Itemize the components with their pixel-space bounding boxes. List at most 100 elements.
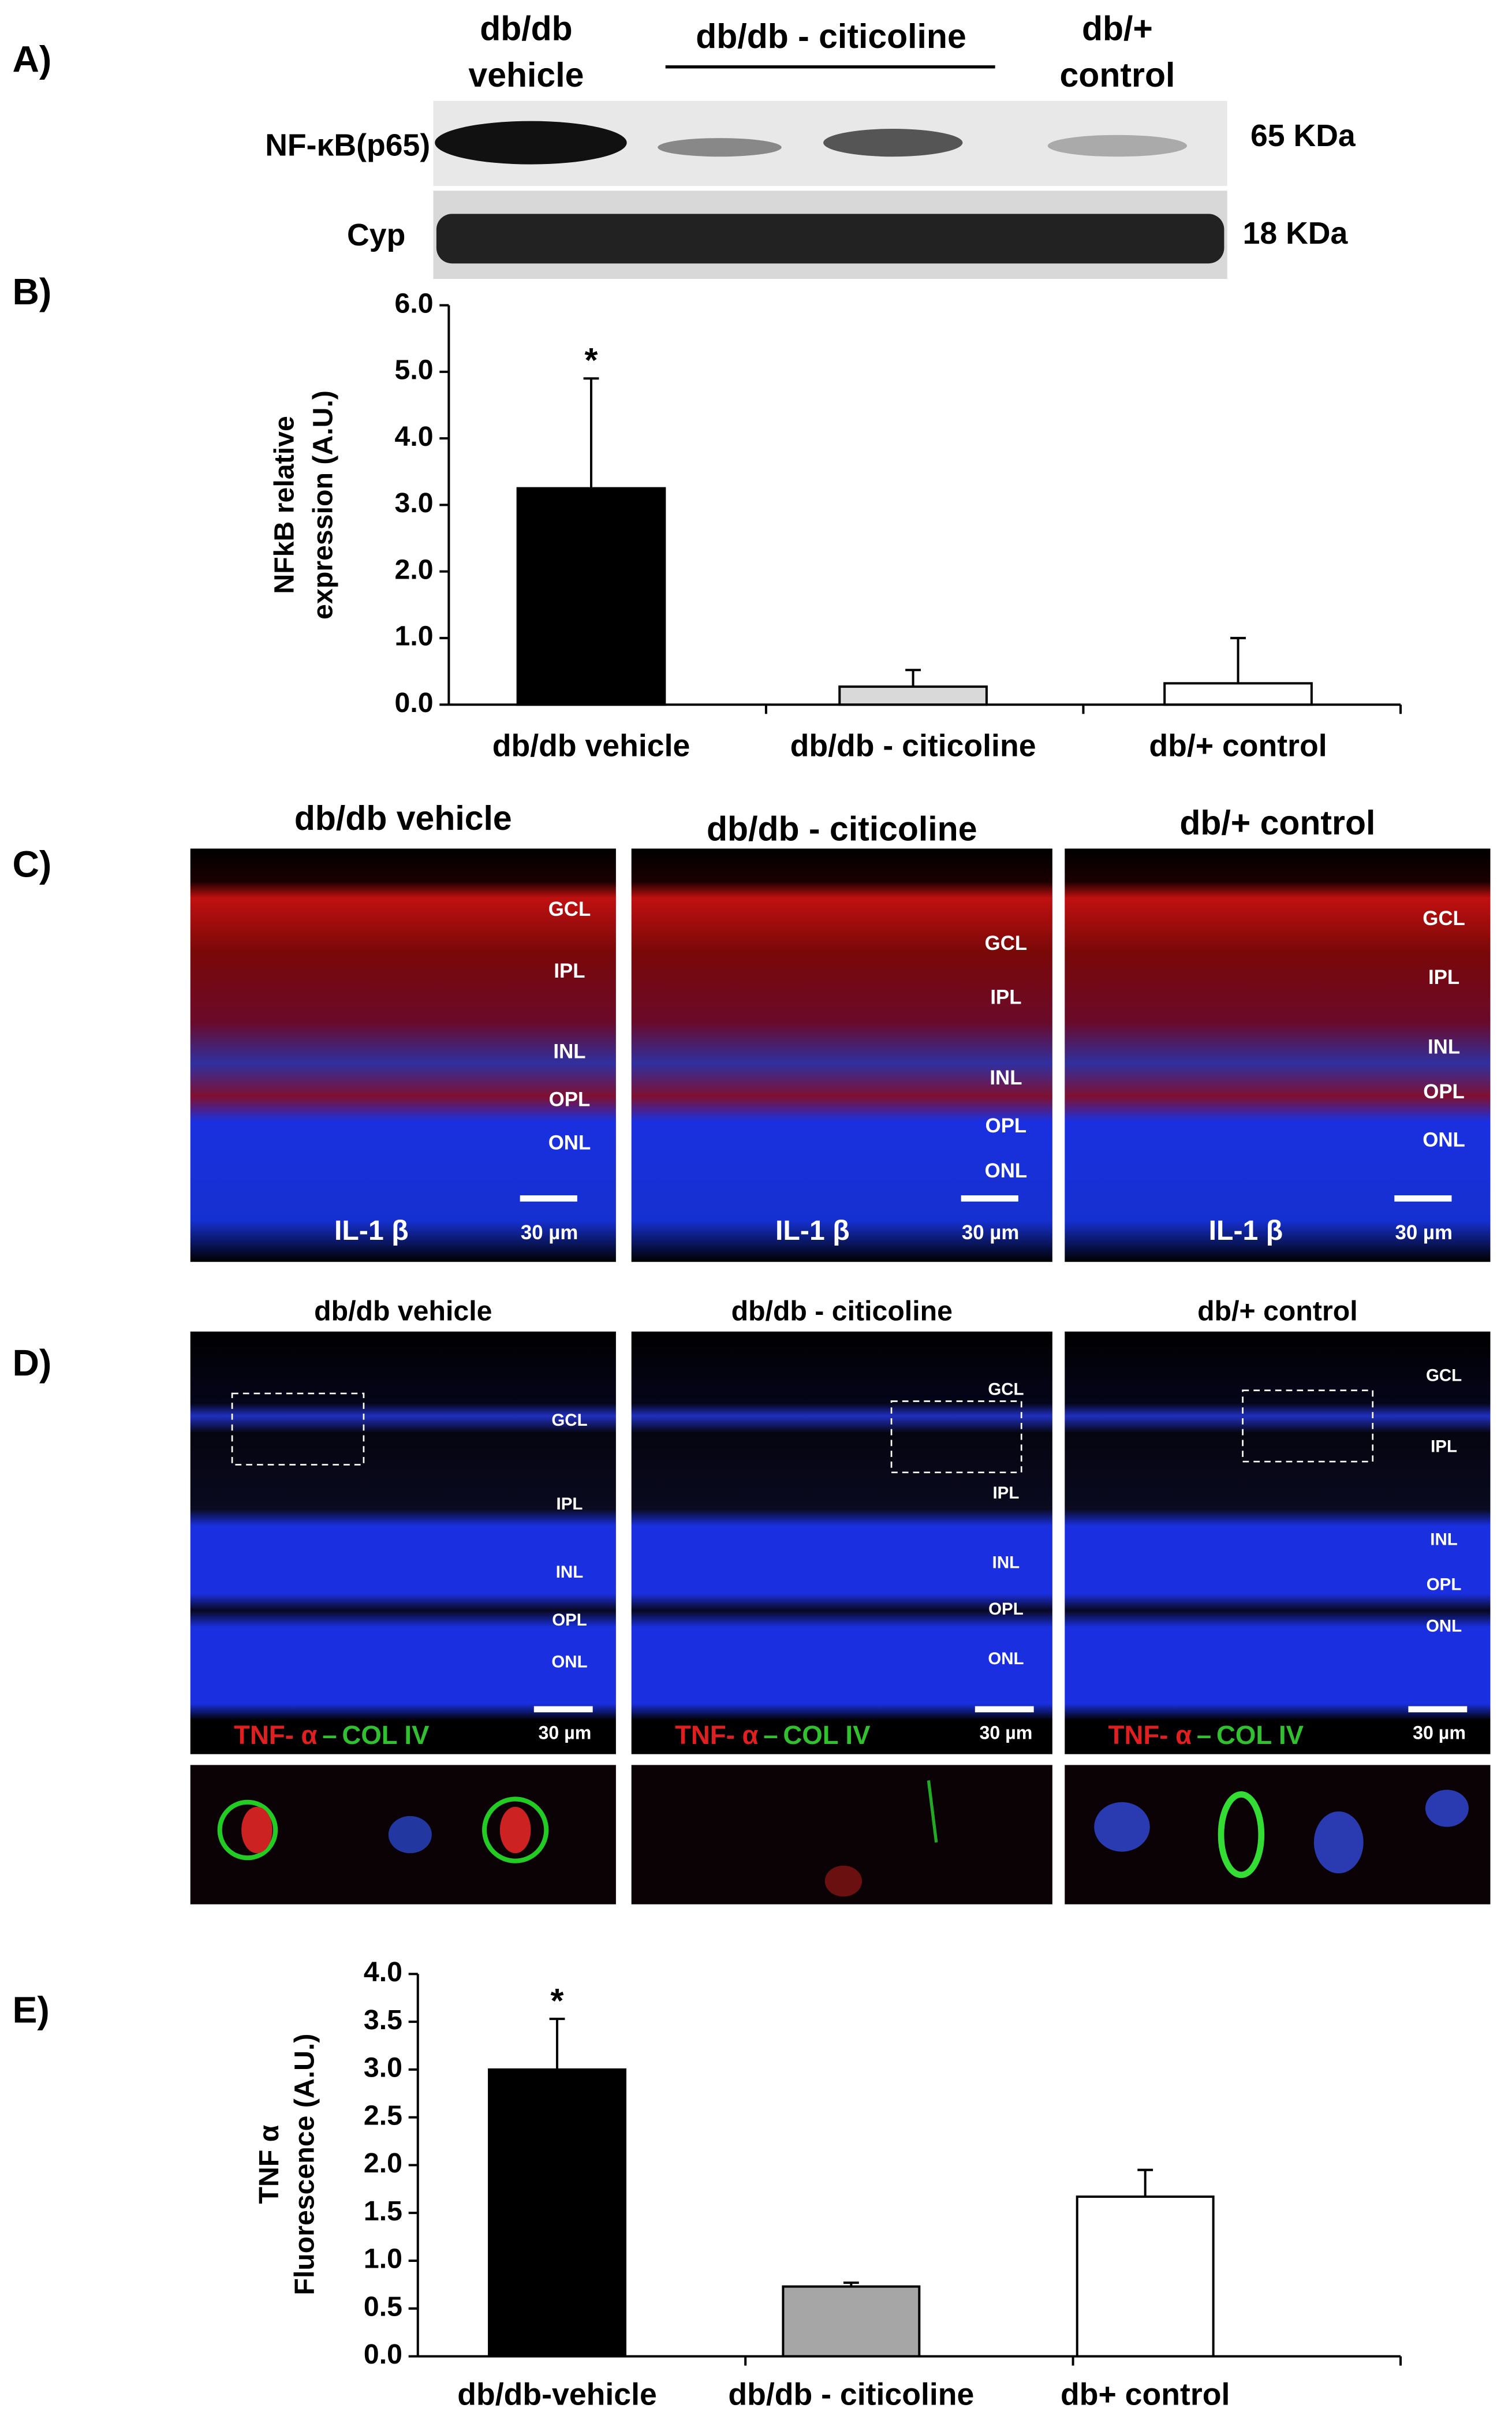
nucleus (1313, 1811, 1364, 1874)
vessel (1218, 1791, 1265, 1878)
panel-label: B) (12, 271, 51, 312)
blot-size: 18 KDa (1243, 216, 1349, 251)
zoom-box (231, 1392, 365, 1466)
bar (782, 2285, 921, 2358)
scale-label: 30 µm (1395, 1221, 1452, 1244)
y-tick-label: 2.0 (364, 2148, 402, 2179)
blot-group-label: db/db (480, 10, 572, 48)
nucleus (1425, 1790, 1469, 1827)
stain-red: TNF- α (234, 1720, 317, 1750)
layer-label: ONL (551, 1652, 587, 1671)
stain-red: TNF- α (1108, 1720, 1192, 1750)
y-tick-label: 3.0 (395, 487, 434, 519)
micrograph-title: db/+ control (1197, 1295, 1357, 1326)
layer-label: GCL (988, 1380, 1024, 1399)
blot-band (658, 138, 782, 157)
layer-label: GCL (985, 932, 1028, 955)
layer-label: OPL (552, 1611, 587, 1630)
vessel (482, 1796, 549, 1863)
blot-group-label: db/db - citicoline (696, 18, 966, 55)
stain-dash: – (763, 1720, 778, 1750)
panel-label: D) (12, 1342, 51, 1384)
y-axis-label: NFkB relative (269, 416, 300, 594)
y-tick-label: 2.0 (395, 554, 434, 585)
y-axis-label: Fluorescence (A.U.) (289, 2033, 320, 2295)
micrograph-title: db/db - citicoline (707, 811, 977, 848)
panel-label: A) (12, 39, 51, 80)
stain-dash: – (322, 1720, 337, 1750)
nucleus (1094, 1802, 1150, 1852)
zoom-box (1242, 1389, 1374, 1463)
scale-label: 30 µm (539, 1722, 592, 1743)
stain-label: IL-1 β (334, 1215, 409, 1246)
layer-label: INL (1430, 1530, 1457, 1549)
bar (516, 487, 666, 706)
stain-label: IL-1 β (775, 1215, 850, 1246)
micrograph-title: db/db vehicle (294, 800, 512, 837)
layer-label: OPL (985, 1115, 1027, 1137)
blot-size: 65 KDa (1250, 118, 1356, 153)
layer-label: ONL (1426, 1617, 1462, 1636)
y-tick-label: 4.0 (395, 421, 434, 452)
stain-dash: – (1197, 1720, 1211, 1750)
y-tick-label: 3.5 (364, 2004, 402, 2036)
y-axis-label: TNF α (253, 2124, 285, 2204)
blot-protein: NF-κB(p65) (265, 128, 430, 162)
layer-label: ONL (1423, 1128, 1465, 1151)
y-tick-label: 1.5 (364, 2196, 402, 2227)
micrograph (190, 1331, 616, 1754)
y-tick-label: 4.0 (364, 1956, 402, 1988)
layer-label: IPL (993, 1483, 1020, 1503)
vessel (217, 1799, 278, 1861)
zoom-box (890, 1400, 1022, 1474)
layer-label: INL (992, 1553, 1020, 1572)
panel-label: E) (12, 1989, 49, 2030)
layer-label: IPL (557, 1494, 583, 1514)
cell (241, 1806, 272, 1854)
annotation: * (551, 1982, 564, 2020)
micrograph (631, 848, 1052, 1262)
blot-band (1047, 135, 1188, 157)
blot-band (823, 128, 963, 157)
y-tick-label: 2.5 (364, 2100, 402, 2131)
nucleus (388, 1816, 432, 1854)
bar (838, 685, 988, 706)
layer-label: OPL (988, 1600, 1024, 1619)
micrograph (1065, 1331, 1491, 1754)
x-tick-label: db/db - citicoline (790, 728, 1036, 763)
y-tick-label: 0.0 (395, 687, 434, 718)
layer-label: ONL (988, 1649, 1024, 1668)
bar (1076, 2196, 1215, 2358)
y-tick-label: 1.0 (395, 621, 434, 652)
x-tick-label: db/db - citicoline (728, 2377, 974, 2411)
layer-label: GCL (1426, 1366, 1462, 1385)
scale-label: 30 µm (962, 1221, 1019, 1244)
layer-label: IPL (1431, 1437, 1457, 1456)
micrograph-title: db/db - citicoline (731, 1295, 953, 1326)
layer-label: ONL (548, 1132, 591, 1154)
micrograph (1065, 848, 1491, 1262)
blot-group-label: vehicle (468, 57, 584, 94)
x-tick-label: db+ control (1061, 2377, 1230, 2411)
y-tick-label: 1.0 (364, 2243, 402, 2275)
micrograph-title: db/+ control (1179, 804, 1375, 842)
layer-label: INL (553, 1041, 585, 1063)
stain-green: COL IV (342, 1720, 430, 1750)
x-tick-label: db/db vehicle (492, 728, 690, 763)
layer-label: GCL (548, 898, 591, 920)
layer-label: INL (990, 1067, 1022, 1089)
vessel (927, 1780, 938, 1843)
layer-label: GCL (1423, 907, 1465, 930)
stain-green: COL IV (1216, 1720, 1304, 1750)
y-tick-label: 3.0 (364, 2052, 402, 2083)
y-tick-label: 5.0 (395, 355, 434, 386)
y-tick-label: 6.0 (395, 288, 434, 319)
panel-label: C) (12, 844, 51, 885)
scale-label: 30 µm (521, 1221, 578, 1244)
blot-group-label: db/+ (1082, 10, 1153, 48)
blot-group-label: control (1060, 57, 1175, 94)
x-tick-label: db/+ control (1149, 728, 1327, 763)
cell (824, 1865, 863, 1897)
stain-green: COL IV (783, 1720, 871, 1750)
y-axis-label: expression (A.U.) (308, 390, 339, 620)
